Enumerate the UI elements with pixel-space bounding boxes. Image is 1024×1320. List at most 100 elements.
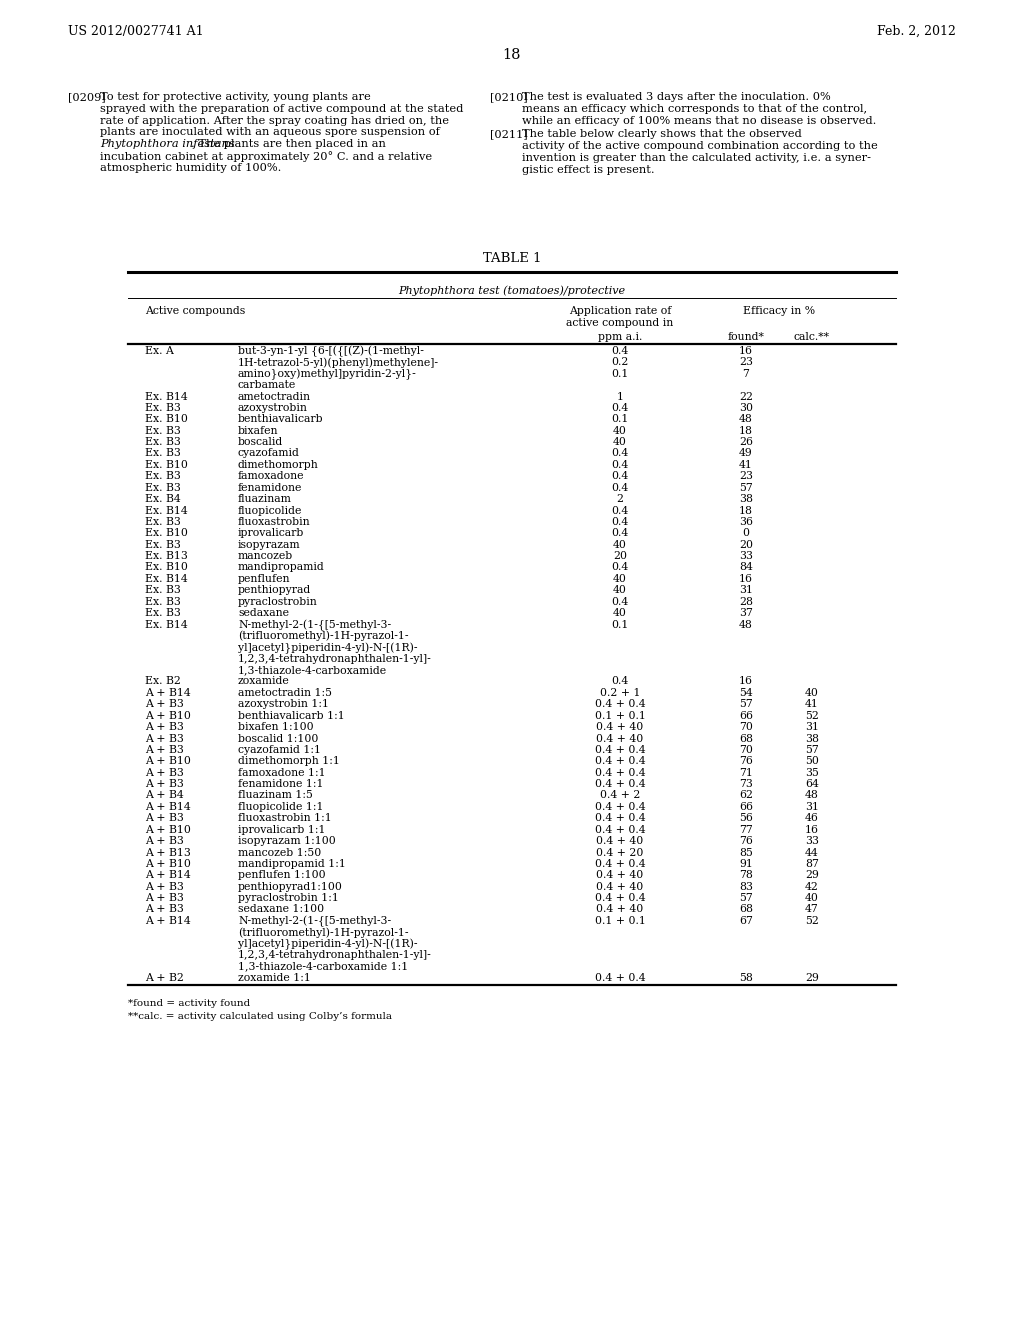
Text: Ex. B3: Ex. B3 xyxy=(145,585,181,595)
Text: A + B10: A + B10 xyxy=(145,710,190,721)
Text: TABLE 1: TABLE 1 xyxy=(482,252,542,265)
Text: 46: 46 xyxy=(805,813,819,824)
Text: mandipropamid: mandipropamid xyxy=(238,562,325,573)
Text: 23: 23 xyxy=(739,358,753,367)
Text: means an efficacy which corresponds to that of the control,: means an efficacy which corresponds to t… xyxy=(522,104,867,114)
Text: Ex. B14: Ex. B14 xyxy=(145,619,187,630)
Text: 20: 20 xyxy=(613,552,627,561)
Text: cyazofamid 1:1: cyazofamid 1:1 xyxy=(238,744,321,755)
Text: Feb. 2, 2012: Feb. 2, 2012 xyxy=(878,25,956,38)
Text: 40: 40 xyxy=(805,894,819,903)
Text: 42: 42 xyxy=(805,882,819,892)
Text: but-3-yn-1-yl {6-[({[(Z)-(1-methyl-: but-3-yn-1-yl {6-[({[(Z)-(1-methyl- xyxy=(238,346,424,358)
Text: Ex. B3: Ex. B3 xyxy=(145,517,181,527)
Text: 57: 57 xyxy=(739,894,753,903)
Text: ametoctradin 1:5: ametoctradin 1:5 xyxy=(238,688,332,698)
Text: 54: 54 xyxy=(739,688,753,698)
Text: [0211]: [0211] xyxy=(490,129,527,140)
Text: 0.1 + 0.1: 0.1 + 0.1 xyxy=(595,710,645,721)
Text: Ex. B10: Ex. B10 xyxy=(145,459,187,470)
Text: 16: 16 xyxy=(805,825,819,834)
Text: Ex. B3: Ex. B3 xyxy=(145,471,181,482)
Text: A + B10: A + B10 xyxy=(145,859,190,869)
Text: penflufen 1:100: penflufen 1:100 xyxy=(238,870,326,880)
Text: 16: 16 xyxy=(739,574,753,583)
Text: mancozeb 1:50: mancozeb 1:50 xyxy=(238,847,322,858)
Text: 0.4 + 0.4: 0.4 + 0.4 xyxy=(595,768,645,777)
Text: 0.4 + 0.4: 0.4 + 0.4 xyxy=(595,756,645,767)
Text: 0.4 + 0.4: 0.4 + 0.4 xyxy=(595,813,645,824)
Text: 56: 56 xyxy=(739,813,753,824)
Text: 0.4: 0.4 xyxy=(611,403,629,413)
Text: 58: 58 xyxy=(739,973,753,983)
Text: Ex. A: Ex. A xyxy=(145,346,174,356)
Text: 71: 71 xyxy=(739,768,753,777)
Text: 0.4: 0.4 xyxy=(611,459,629,470)
Text: 76: 76 xyxy=(739,836,753,846)
Text: 57: 57 xyxy=(805,744,819,755)
Text: 0.4: 0.4 xyxy=(611,528,629,539)
Text: (trifluoromethyl)-1H-pyrazol-1-: (trifluoromethyl)-1H-pyrazol-1- xyxy=(238,927,409,939)
Text: Ex. B3: Ex. B3 xyxy=(145,609,181,618)
Text: 0.4 + 0.4: 0.4 + 0.4 xyxy=(595,744,645,755)
Text: iprovalicarb: iprovalicarb xyxy=(238,528,304,539)
Text: bixafen: bixafen xyxy=(238,425,279,436)
Text: N-methyl-2-(1-{[5-methyl-3-: N-methyl-2-(1-{[5-methyl-3- xyxy=(238,619,391,631)
Text: 47: 47 xyxy=(805,904,819,915)
Text: 0.2 + 1: 0.2 + 1 xyxy=(600,688,640,698)
Text: 41: 41 xyxy=(739,459,753,470)
Text: 48: 48 xyxy=(805,791,819,800)
Text: 66: 66 xyxy=(739,710,753,721)
Text: 0.2: 0.2 xyxy=(611,358,629,367)
Text: yl]acetyl}piperidin-4-yl)-N-[(1R)-: yl]acetyl}piperidin-4-yl)-N-[(1R)- xyxy=(238,939,418,950)
Text: Ex. B3: Ex. B3 xyxy=(145,597,181,607)
Text: ametoctradin: ametoctradin xyxy=(238,392,311,401)
Text: dimethomorph 1:1: dimethomorph 1:1 xyxy=(238,756,340,767)
Text: 16: 16 xyxy=(739,676,753,686)
Text: 0.4: 0.4 xyxy=(611,449,629,458)
Text: 0.4: 0.4 xyxy=(611,562,629,573)
Text: 0.4 + 0.4: 0.4 + 0.4 xyxy=(595,700,645,709)
Text: Ex. B3: Ex. B3 xyxy=(145,437,181,447)
Text: yl]acetyl}piperidin-4-yl)-N-[(1R)-: yl]acetyl}piperidin-4-yl)-N-[(1R)- xyxy=(238,643,418,653)
Text: . The plants are then placed in an: . The plants are then placed in an xyxy=(191,139,386,149)
Text: 0: 0 xyxy=(742,528,750,539)
Text: zoxamide 1:1: zoxamide 1:1 xyxy=(238,973,311,983)
Text: ppm a.i.: ppm a.i. xyxy=(598,331,642,342)
Text: 40: 40 xyxy=(613,540,627,549)
Text: 2: 2 xyxy=(616,494,624,504)
Text: A + B2: A + B2 xyxy=(145,973,184,983)
Text: 33: 33 xyxy=(805,836,819,846)
Text: 7: 7 xyxy=(742,368,750,379)
Text: A + B3: A + B3 xyxy=(145,882,184,892)
Text: *found = activity found: *found = activity found xyxy=(128,999,250,1008)
Text: 0.4: 0.4 xyxy=(611,517,629,527)
Text: 0.4 + 40: 0.4 + 40 xyxy=(596,882,644,892)
Text: boscalid: boscalid xyxy=(238,437,284,447)
Text: 62: 62 xyxy=(739,791,753,800)
Text: fluazinam 1:5: fluazinam 1:5 xyxy=(238,791,313,800)
Text: 0.4 + 40: 0.4 + 40 xyxy=(596,836,644,846)
Text: (trifluoromethyl)-1H-pyrazol-1-: (trifluoromethyl)-1H-pyrazol-1- xyxy=(238,631,409,642)
Text: invention is greater than the calculated activity, i.e. a syner-: invention is greater than the calculated… xyxy=(522,153,871,162)
Text: 0.4 + 0.4: 0.4 + 0.4 xyxy=(595,894,645,903)
Text: 52: 52 xyxy=(805,916,819,925)
Text: 77: 77 xyxy=(739,825,753,834)
Text: boscalid 1:100: boscalid 1:100 xyxy=(238,734,318,743)
Text: 0.4: 0.4 xyxy=(611,346,629,356)
Text: 0.4: 0.4 xyxy=(611,597,629,607)
Text: 0.4 + 0.4: 0.4 + 0.4 xyxy=(595,779,645,789)
Text: penflufen: penflufen xyxy=(238,574,291,583)
Text: 1: 1 xyxy=(616,392,624,401)
Text: A + B3: A + B3 xyxy=(145,836,184,846)
Text: 64: 64 xyxy=(805,779,819,789)
Text: 40: 40 xyxy=(805,688,819,698)
Text: famoxadone 1:1: famoxadone 1:1 xyxy=(238,768,326,777)
Text: [0210]: [0210] xyxy=(490,92,527,102)
Text: activity of the active compound combination according to the: activity of the active compound combinat… xyxy=(522,141,878,152)
Text: Ex. B3: Ex. B3 xyxy=(145,483,181,492)
Text: 33: 33 xyxy=(739,552,753,561)
Text: A + B3: A + B3 xyxy=(145,894,184,903)
Text: To test for protective activity, young plants are: To test for protective activity, young p… xyxy=(100,92,371,102)
Text: isopyrazam 1:100: isopyrazam 1:100 xyxy=(238,836,336,846)
